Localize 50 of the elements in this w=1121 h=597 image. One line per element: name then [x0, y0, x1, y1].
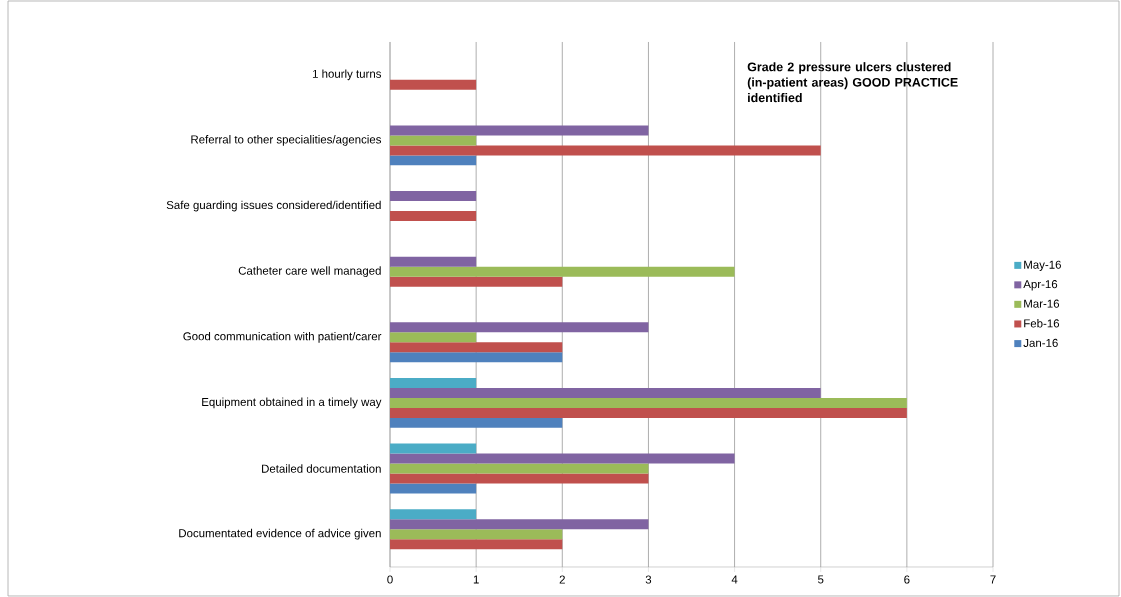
x-tick-label: 1	[473, 575, 479, 584]
bar	[390, 352, 563, 363]
bar	[390, 509, 477, 520]
bar	[390, 342, 563, 353]
y-tick-label: Catheter care well managed	[238, 266, 381, 278]
x-tick-label: 4	[731, 575, 738, 584]
legend-label: Mar-16	[1024, 299, 1060, 308]
bar	[390, 145, 821, 156]
bar	[390, 256, 477, 267]
y-tick-label: 1 hourly turns	[312, 69, 382, 81]
x-tick-label: 3	[645, 575, 652, 584]
bar	[390, 377, 477, 388]
bar	[390, 463, 649, 474]
y-tick-label: Good communication with patient/carer	[183, 331, 382, 343]
x-tick-label: 2	[559, 575, 565, 584]
y-tick-label: Documentated evidence of advice given	[179, 528, 381, 540]
bar	[390, 519, 649, 530]
bar	[390, 453, 735, 464]
bar	[390, 407, 907, 418]
bar	[390, 443, 477, 454]
bar	[390, 135, 477, 146]
bar	[390, 322, 649, 333]
y-tick-label: Referral to other specialities/agencies	[191, 135, 382, 146]
bar	[390, 266, 735, 277]
y-tick-label: Equipment obtained in a timely way	[202, 397, 382, 409]
legend-label: May-16	[1024, 260, 1061, 271]
legend-label: Jan-16	[1023, 338, 1058, 347]
bar	[390, 529, 563, 540]
bar	[390, 276, 563, 287]
bar	[390, 155, 477, 166]
text: Grade 2 pressure ulcers clustered (in-patient areas) GOOD PRACTICE identified	[747, 62, 958, 103]
bar	[390, 387, 821, 398]
x-tick-label: 5	[817, 575, 824, 584]
bar	[390, 125, 649, 136]
y-tick-label: Detailed documentation	[262, 464, 381, 473]
x-tick-label: 7	[990, 575, 996, 584]
bar	[390, 483, 477, 494]
legend-label: Apr-16	[1023, 280, 1058, 291]
bar	[390, 539, 563, 550]
x-tick-label: 0	[387, 575, 393, 584]
y-tick-label: Safe guarding issues considered/identified	[166, 200, 381, 212]
bar	[390, 473, 649, 484]
bar	[390, 211, 477, 222]
bar	[390, 397, 907, 408]
bar	[390, 332, 477, 343]
bar	[390, 417, 563, 428]
bar	[390, 191, 477, 202]
bar	[390, 79, 477, 90]
legend-label: Feb-16	[1024, 319, 1060, 328]
x-tick-label: 6	[904, 575, 910, 584]
